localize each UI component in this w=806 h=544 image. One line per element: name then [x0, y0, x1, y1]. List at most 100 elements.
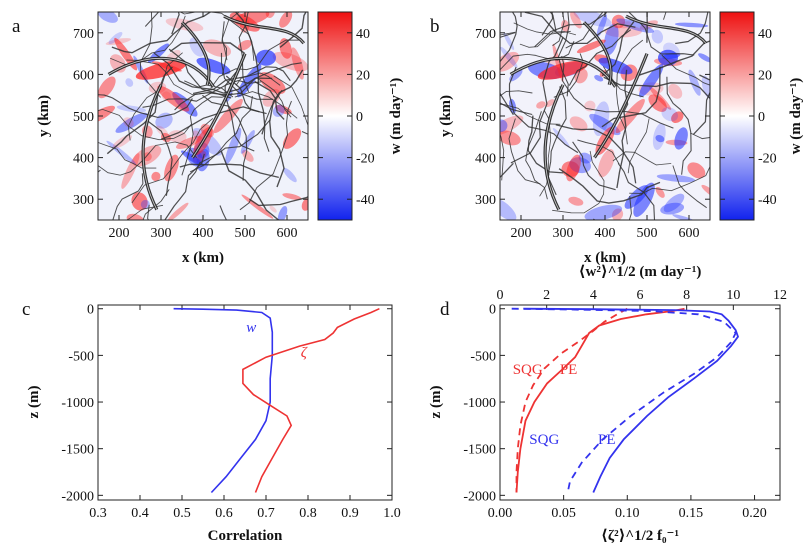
x-tick-label: 500	[637, 226, 658, 241]
vorticity-contour	[500, 90, 533, 181]
colorbar-tick-label: 0	[758, 110, 765, 125]
w-anomaly-patch	[500, 119, 508, 133]
w-anomaly-patch	[98, 76, 116, 99]
w-anomaly-patch	[661, 107, 679, 122]
vorticity-contour	[552, 150, 605, 214]
vorticity-contour	[527, 115, 564, 174]
vorticity-contour	[234, 12, 266, 135]
w-anomaly-patch	[279, 38, 292, 59]
vorticity-contour	[112, 173, 144, 220]
vorticity-contour	[189, 96, 253, 173]
top-x-tick-label: 8	[683, 288, 690, 303]
x-tick-label: 0.10	[615, 506, 640, 521]
w-anomaly-patch	[584, 204, 623, 220]
w-anomaly-patch	[277, 205, 288, 220]
vorticity-contour	[139, 12, 161, 98]
vorticity-contour	[184, 80, 234, 98]
vorticity-contour	[561, 55, 674, 129]
panel-a-field	[98, 12, 308, 220]
panel-c-frame	[97, 304, 393, 501]
vorticity-contour	[279, 12, 307, 48]
y-tick-label: 400	[73, 152, 94, 167]
x-tick-label: 200	[109, 226, 130, 241]
annotation-pe: PE	[560, 362, 578, 378]
y-tick-label: -1000	[463, 396, 496, 411]
vorticity-contour	[603, 76, 710, 100]
vertical-velocity-field-b	[500, 12, 710, 220]
w-anomaly-patch	[175, 135, 203, 149]
series-label-w: w	[246, 320, 256, 336]
y-tick-label: -1500	[61, 443, 94, 458]
w-anomaly-patch	[672, 214, 698, 220]
vorticity-contour	[111, 12, 212, 54]
vorticity-contour	[257, 78, 292, 118]
w-anomaly-patch	[500, 197, 517, 220]
vorticity-contour	[147, 120, 173, 196]
filament-highlight	[108, 57, 214, 88]
w-anomaly-patch	[279, 12, 293, 28]
vorticity-contour	[164, 153, 205, 220]
vorticity-contour	[552, 12, 565, 47]
w-anomaly-patch	[500, 46, 518, 68]
vorticity-contour	[557, 12, 570, 97]
y-tick-label: 0	[489, 303, 496, 318]
panel-b-field	[500, 12, 710, 220]
panel-a-axes: 200 300 400 500 600 300 400 500 600 700	[73, 12, 308, 241]
annotation-sqg: SQG	[513, 362, 543, 378]
colorbar-a-label: w (m day⁻¹)	[388, 78, 404, 155]
filament-highlight	[223, 15, 305, 44]
w-anomaly-patch	[668, 83, 683, 99]
w-anomaly-patch	[552, 127, 570, 148]
w-anomaly-patch	[151, 171, 161, 182]
w-anomaly-patch	[576, 39, 606, 54]
w-anomaly-patch	[568, 196, 584, 206]
vorticity-contour	[273, 75, 308, 127]
w-anomaly-patch	[282, 193, 302, 200]
vorticity-contour	[179, 163, 279, 179]
w-anomaly-patch	[140, 199, 150, 209]
w-front-patch	[658, 49, 678, 66]
panel-c-axes: 0.3 0.4 0.5 0.6 0.7 0.8 0.9 1.0 0 -500 -1000 -1500 -…	[61, 303, 400, 521]
w-anomaly-patch	[166, 202, 189, 220]
panel-label-d: d	[440, 299, 450, 320]
vertical-velocity-field-a	[98, 12, 308, 220]
vorticity-contour	[508, 66, 579, 154]
panel-c-ylabel: z (m)	[26, 386, 42, 419]
top-x-tick-label: 6	[637, 288, 644, 303]
vorticity-contour	[188, 119, 271, 181]
vorticity-contour	[142, 189, 170, 220]
x-tick-label: 0.05	[551, 506, 576, 521]
annotation-pe: PE	[598, 432, 616, 448]
vorticity-contour	[221, 21, 228, 75]
w-anomaly-patch	[301, 198, 308, 211]
w-anomaly-patch	[648, 94, 667, 112]
vorticity-contour	[221, 12, 240, 61]
vorticity-contour	[601, 66, 661, 128]
y-tick-label: 600	[73, 68, 94, 83]
w-anomaly-patch	[603, 23, 619, 56]
w-anomaly-patch	[131, 192, 148, 211]
panel-c-xlabel: Correlation	[208, 528, 283, 544]
w-anomaly-patch	[156, 125, 169, 138]
vorticity-contour	[549, 12, 557, 32]
x-tick-label: 500	[235, 226, 256, 241]
vorticity-contour	[202, 94, 248, 181]
panel-c-series	[173, 307, 380, 494]
y-tick-label: -1000	[61, 396, 94, 411]
colorbar-b-ticks: 40 20 0 -20 -40	[720, 27, 777, 208]
w-anomaly-patch	[660, 202, 685, 215]
vorticity-contour	[690, 132, 710, 140]
x-tick-label: 0.7	[257, 506, 275, 521]
x-tick-label: 0.20	[742, 506, 767, 521]
w-anomaly-patch	[258, 72, 286, 94]
w-anomaly-patch	[106, 140, 137, 165]
vorticity-contour	[127, 52, 183, 141]
vorticity-contour	[616, 39, 644, 145]
panel-a-ylabel: y (km)	[36, 95, 52, 137]
vorticity-contour	[98, 94, 193, 118]
w-anomaly-patch	[633, 182, 655, 217]
w-anomaly-patch	[616, 18, 655, 33]
vorticity-contour	[263, 89, 283, 152]
w-front-patch	[213, 98, 243, 134]
y-tick-label: 300	[475, 193, 496, 208]
